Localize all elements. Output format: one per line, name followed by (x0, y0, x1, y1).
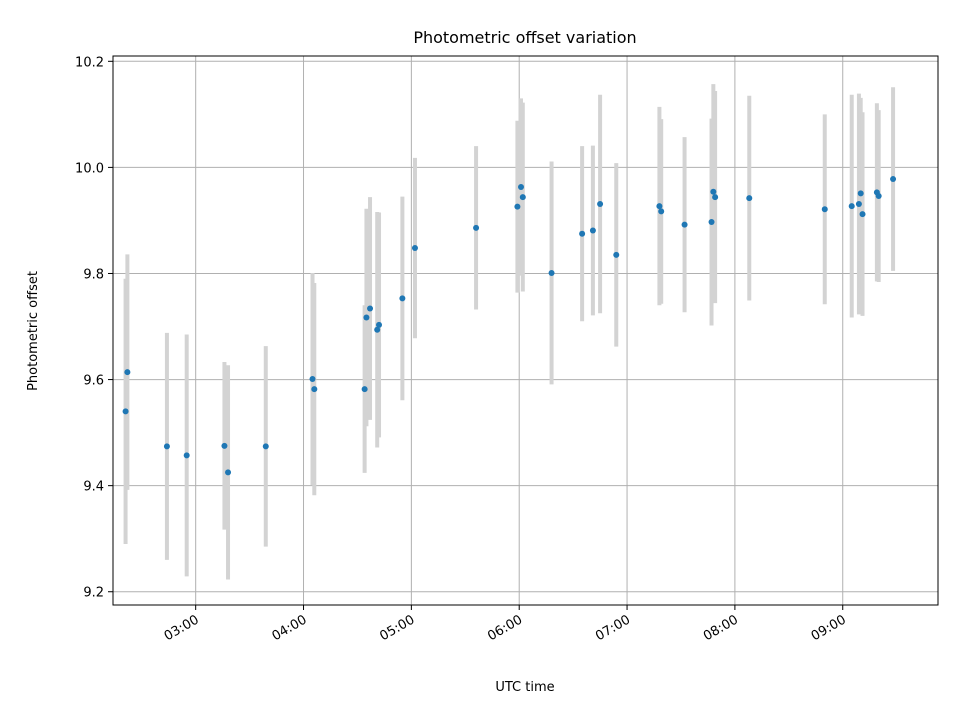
data-point (579, 230, 586, 237)
data-point (473, 224, 480, 231)
y-axis-label: Photometric offset (26, 271, 41, 391)
data-point (183, 452, 190, 459)
data-point (857, 190, 864, 197)
data-point (859, 211, 866, 218)
x-tick-label: 03:00 (162, 612, 202, 644)
data-point (361, 386, 368, 393)
x-axis-label: UTC time (495, 680, 554, 695)
grid-lines (113, 56, 938, 605)
chart-title: Photometric offset variation (413, 28, 636, 47)
data-point (821, 206, 828, 213)
data-point (746, 195, 753, 202)
x-tick-label: 08:00 (701, 612, 741, 644)
data-point (514, 203, 521, 210)
x-axis-ticks: 03:00 04:00 05:00 06:00 07:00 08:00 09:00 (162, 605, 849, 644)
error-bars (123, 84, 896, 580)
data-point (656, 203, 663, 210)
x-tick-label: 05:00 (377, 612, 417, 644)
data-point (309, 376, 316, 383)
data-point (374, 326, 381, 333)
data-point (890, 176, 897, 183)
data-point (848, 203, 855, 210)
y-tick-label: 9.4 (83, 480, 104, 495)
x-tick-label: 06:00 (485, 612, 525, 644)
data-point (658, 208, 665, 215)
data-point (712, 194, 719, 201)
data-point (163, 443, 170, 450)
data-points (122, 176, 897, 476)
plot-frame (112, 55, 939, 606)
data-point (589, 227, 596, 234)
data-point (311, 386, 318, 393)
data-point (710, 188, 717, 195)
data-point (411, 245, 418, 252)
data-point (855, 200, 862, 207)
data-point (122, 408, 129, 415)
data-point (681, 221, 688, 228)
data-point (875, 193, 882, 200)
data-point (519, 194, 526, 201)
data-point (262, 443, 269, 450)
data-point (518, 184, 525, 191)
data-point (613, 251, 620, 258)
data-point (363, 314, 370, 321)
data-point (221, 442, 228, 449)
data-point (225, 469, 232, 476)
data-point (597, 200, 604, 207)
x-tick-label: 07:00 (593, 612, 633, 644)
x-tick-label: 09:00 (809, 612, 849, 644)
y-tick-label: 10.2 (75, 55, 104, 70)
x-tick-label: 04:00 (270, 612, 310, 644)
data-point (367, 305, 374, 312)
data-point (376, 321, 383, 328)
data-point (124, 369, 131, 376)
y-tick-label: 9.2 (83, 586, 104, 601)
y-axis-ticks: 9.2 9.4 9.6 9.8 10.0 10.2 (75, 55, 113, 601)
y-tick-label: 9.6 (83, 374, 104, 389)
y-tick-label: 10.0 (75, 161, 104, 176)
data-point (399, 295, 406, 302)
y-tick-label: 9.8 (83, 267, 104, 282)
data-point (708, 219, 715, 226)
data-point (548, 269, 555, 276)
